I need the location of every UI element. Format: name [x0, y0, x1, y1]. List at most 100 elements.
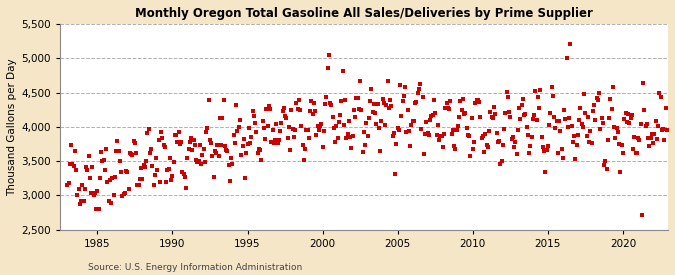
- Point: [615, 169, 626, 174]
- Point: [446, 132, 457, 136]
- Point: [440, 106, 451, 110]
- Point: [244, 141, 255, 145]
- Point: [516, 103, 527, 108]
- Point: [535, 88, 546, 92]
- Point: [290, 128, 300, 132]
- Point: [373, 102, 383, 106]
- Point: [574, 118, 585, 123]
- Point: [200, 130, 211, 134]
- Point: [657, 127, 668, 131]
- Point: [203, 98, 214, 103]
- Point: [456, 108, 467, 112]
- Point: [576, 122, 587, 126]
- Point: [629, 135, 640, 139]
- Point: [133, 183, 144, 187]
- Point: [405, 143, 416, 148]
- Point: [236, 152, 246, 157]
- Point: [387, 134, 398, 139]
- Point: [351, 96, 362, 101]
- Point: [327, 115, 338, 119]
- Point: [369, 102, 379, 106]
- Point: [163, 167, 174, 172]
- Point: [73, 187, 84, 191]
- Point: [140, 158, 151, 163]
- Point: [430, 111, 441, 115]
- Point: [316, 121, 327, 126]
- Point: [267, 127, 278, 132]
- Point: [544, 123, 555, 127]
- Point: [332, 136, 343, 140]
- Point: [540, 170, 551, 174]
- Point: [471, 98, 482, 103]
- Point: [475, 115, 486, 120]
- Point: [404, 129, 414, 133]
- Point: [502, 95, 513, 99]
- Point: [325, 101, 335, 105]
- Point: [156, 130, 167, 134]
- Point: [300, 147, 310, 151]
- Point: [144, 151, 155, 155]
- Point: [177, 170, 188, 174]
- Point: [620, 111, 631, 115]
- Point: [287, 127, 298, 131]
- Point: [470, 101, 481, 105]
- Point: [571, 143, 582, 147]
- Point: [450, 147, 460, 151]
- Point: [151, 156, 161, 160]
- Title: Monthly Oregon Total Gasoline All Sales/Deliveries by Prime Supplier: Monthly Oregon Total Gasoline All Sales/…: [135, 7, 593, 20]
- Point: [182, 156, 193, 161]
- Point: [580, 111, 591, 115]
- Point: [294, 98, 304, 102]
- Point: [386, 104, 397, 108]
- Point: [483, 144, 493, 149]
- Point: [76, 199, 86, 203]
- Point: [302, 128, 313, 133]
- Point: [80, 187, 90, 191]
- Point: [364, 99, 375, 103]
- Point: [122, 170, 133, 175]
- Point: [587, 141, 597, 145]
- Point: [655, 95, 666, 99]
- Point: [609, 125, 620, 130]
- Point: [526, 135, 537, 139]
- Point: [458, 97, 468, 101]
- Point: [383, 106, 394, 110]
- Point: [148, 183, 159, 188]
- Text: Source: U.S. Energy Information Administration: Source: U.S. Energy Information Administ…: [88, 263, 302, 272]
- Point: [401, 130, 412, 134]
- Point: [427, 113, 438, 117]
- Point: [634, 138, 645, 142]
- Point: [537, 145, 548, 149]
- Point: [281, 116, 292, 120]
- Point: [606, 107, 617, 111]
- Point: [506, 137, 517, 141]
- Point: [158, 143, 169, 148]
- Point: [556, 147, 567, 152]
- Point: [138, 163, 149, 168]
- Point: [400, 85, 410, 89]
- Point: [442, 106, 453, 110]
- Point: [366, 87, 377, 92]
- Point: [508, 134, 518, 139]
- Point: [101, 147, 111, 152]
- Point: [558, 155, 568, 160]
- Point: [476, 136, 487, 140]
- Point: [529, 113, 539, 117]
- Point: [569, 134, 580, 138]
- Point: [86, 191, 97, 196]
- Point: [97, 159, 108, 164]
- Point: [632, 136, 643, 140]
- Point: [650, 119, 661, 123]
- Point: [451, 128, 462, 132]
- Point: [72, 192, 82, 197]
- Point: [581, 134, 592, 138]
- Point: [364, 116, 375, 120]
- Point: [321, 95, 331, 99]
- Point: [564, 116, 574, 120]
- Point: [502, 90, 512, 94]
- Point: [466, 116, 477, 120]
- Point: [510, 140, 520, 144]
- Point: [622, 120, 632, 124]
- Point: [355, 79, 366, 84]
- Point: [193, 159, 204, 164]
